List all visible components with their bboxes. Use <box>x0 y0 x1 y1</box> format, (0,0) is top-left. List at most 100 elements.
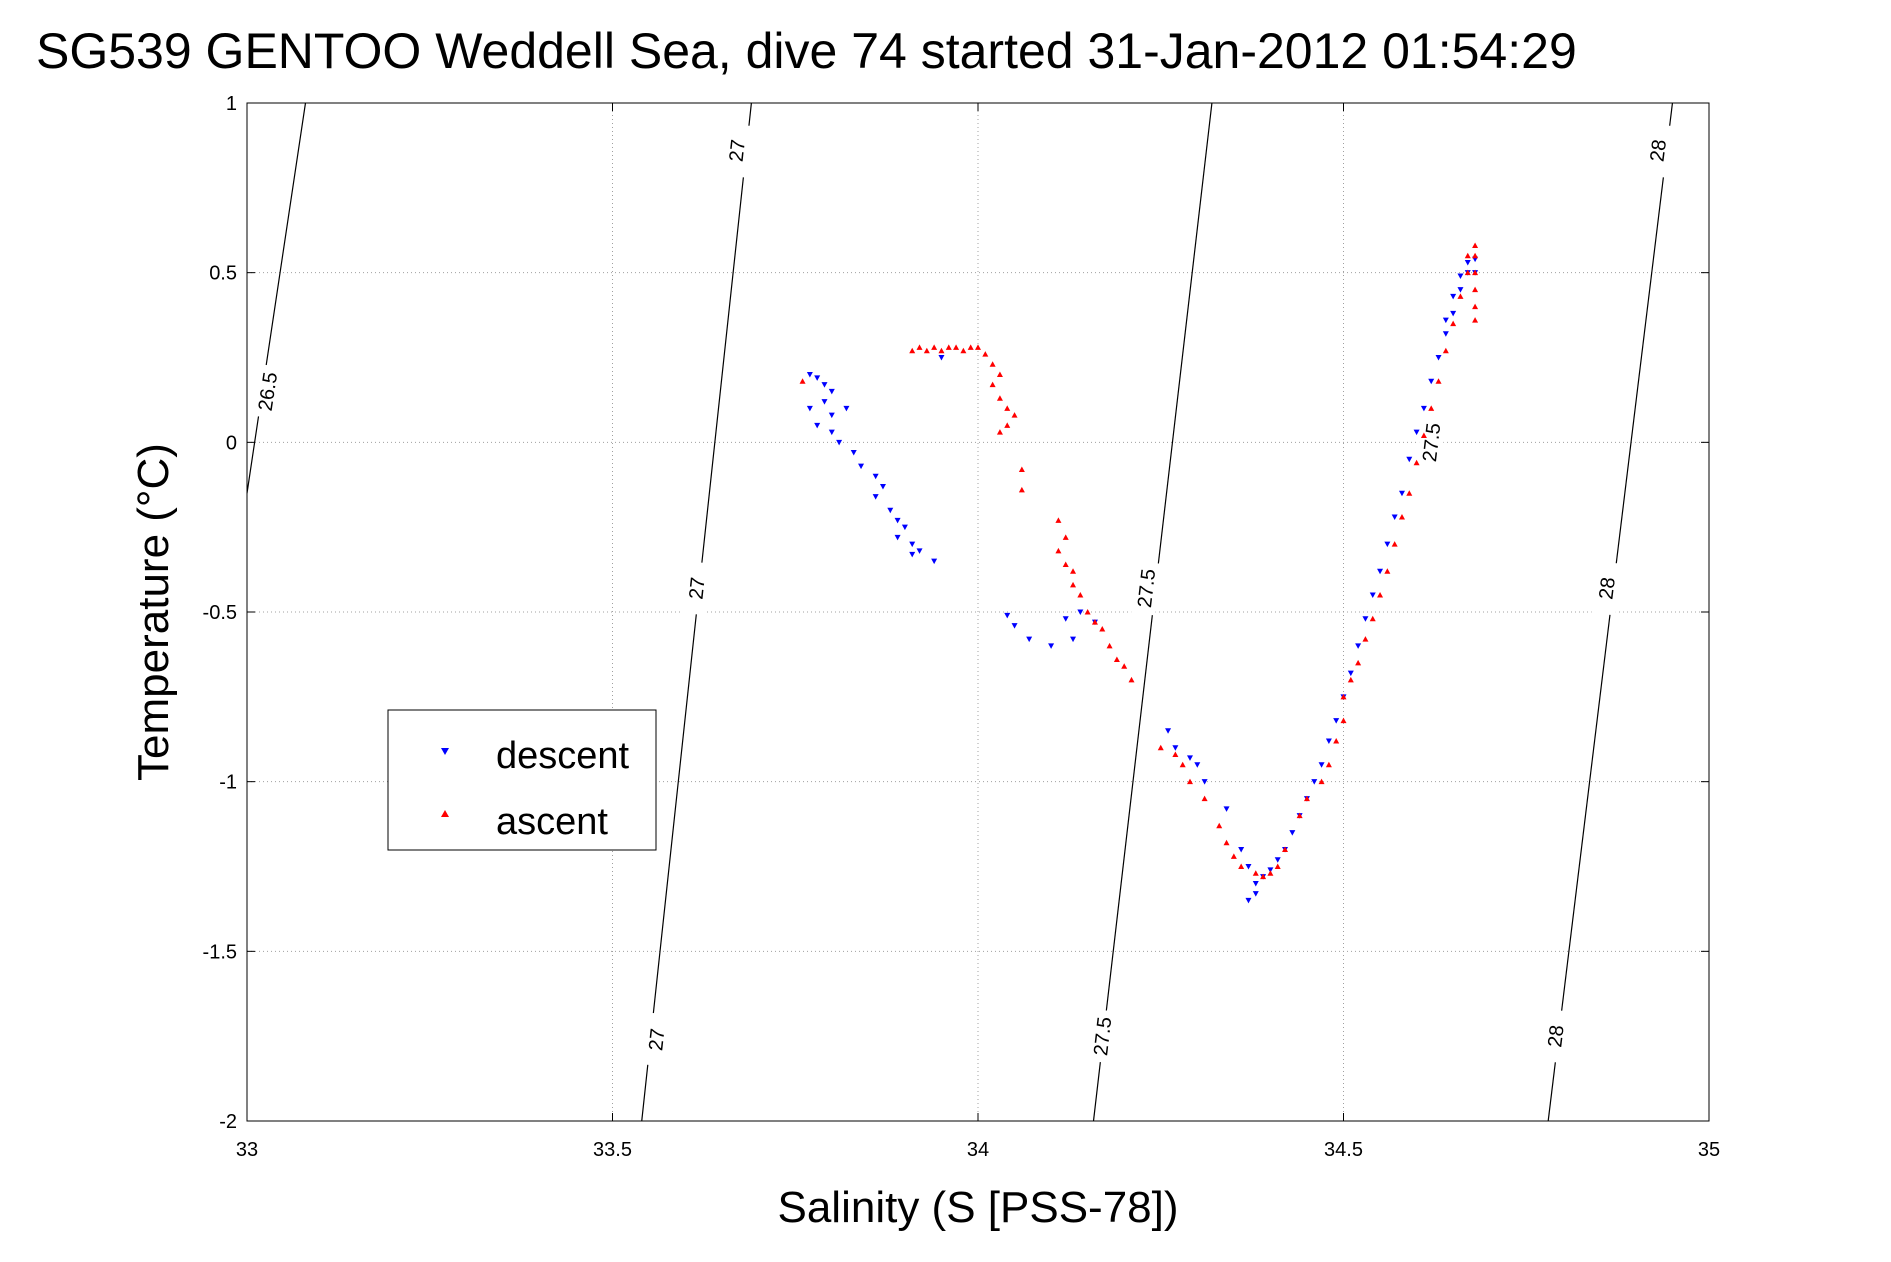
data-point-descent <box>1252 891 1259 897</box>
data-point-ascent <box>1377 592 1384 598</box>
data-point-descent <box>894 517 901 524</box>
data-point-descent <box>1391 514 1398 520</box>
data-point-ascent <box>989 361 996 367</box>
x-axis-label: Salinity (S [PSS-78]) <box>777 1183 1178 1232</box>
data-point-descent <box>1186 755 1193 761</box>
data-point-descent <box>1442 317 1449 324</box>
data-point-ascent <box>1450 320 1457 327</box>
contour-label-27: 27 <box>645 1027 669 1051</box>
data-point-descent <box>1004 612 1011 619</box>
data-point-descent <box>1420 405 1427 412</box>
y-tick-label: -1.5 <box>203 941 237 963</box>
axis-ticks: 33 33.5 34 34.5 35 1 0.5 0 -0.5 -1 -1.5 -2 <box>203 93 1721 1161</box>
data-point-descent <box>1355 643 1362 649</box>
data-point-descent <box>821 382 828 388</box>
data-point-descent <box>909 551 916 558</box>
data-point-ascent <box>1442 347 1449 354</box>
data-point-ascent <box>996 371 1003 377</box>
data-point-ascent <box>799 378 806 384</box>
data-point-descent <box>858 463 865 470</box>
data-point-descent <box>850 450 857 456</box>
data-point-descent <box>814 375 821 381</box>
data-point-ascent <box>1238 863 1245 869</box>
contour-label-27: 27 <box>726 138 750 162</box>
y-axis-label: Temperature (°C) <box>129 443 178 781</box>
data-point-descent <box>1398 490 1405 497</box>
data-point-descent <box>916 548 923 554</box>
data-point-descent <box>1062 616 1069 622</box>
data-point-descent <box>836 439 843 446</box>
data-point-ascent <box>1282 846 1289 853</box>
data-point-ascent <box>945 344 952 350</box>
data-point-descent <box>879 483 886 490</box>
data-point-ascent <box>996 429 1003 435</box>
data-point-ascent <box>1340 717 1347 724</box>
contour-label-gap <box>1642 123 1673 178</box>
chart-title: SG539 GENTOO Weddell Sea, dive 74 starte… <box>36 23 1577 79</box>
data-point-ascent <box>1055 517 1062 523</box>
contour-label-gap <box>1131 561 1162 616</box>
data-point-descent <box>1347 670 1354 677</box>
data-point-ascent <box>953 344 960 350</box>
data-point-ascent <box>1128 676 1135 683</box>
data-point-descent <box>894 534 901 541</box>
grid-lines <box>247 103 1709 1121</box>
data-point-ascent <box>1179 761 1186 768</box>
data-point-ascent <box>1333 737 1340 744</box>
data-point-ascent <box>1070 581 1077 588</box>
data-point-ascent <box>1267 870 1274 876</box>
density-contour-26.5 <box>246 102 307 494</box>
contour-label-gap <box>1540 1008 1571 1064</box>
data-point-ascent <box>996 395 1003 401</box>
data-point-ascent <box>1472 242 1479 249</box>
data-point-ascent <box>989 381 996 388</box>
data-point-descent <box>1070 636 1077 643</box>
data-point-ascent <box>1121 663 1128 669</box>
data-point-ascent <box>1011 412 1018 418</box>
data-point-descent <box>1450 310 1457 317</box>
contour-label-gap <box>1416 415 1447 470</box>
data-point-descent <box>1406 456 1413 463</box>
data-point-ascent <box>1435 378 1442 384</box>
data-point-descent <box>1172 745 1179 751</box>
data-point-descent <box>1238 847 1245 853</box>
x-tick-label: 34 <box>967 1139 989 1161</box>
data-point-ascent <box>1018 486 1025 493</box>
data-point-ascent <box>1303 795 1310 802</box>
data-point-ascent <box>1186 778 1193 785</box>
legend-label-ascent: ascent <box>496 801 608 843</box>
data-point-ascent <box>1472 317 1479 323</box>
data-series <box>799 242 1479 904</box>
data-point-descent <box>1384 541 1391 548</box>
contour-label-gap <box>681 561 712 616</box>
data-point-descent <box>909 541 916 548</box>
data-point-descent <box>828 429 835 436</box>
data-point-ascent <box>1398 513 1405 520</box>
contour-label-27.5: 27.5 <box>1419 422 1445 463</box>
data-point-descent <box>931 558 938 565</box>
data-point-ascent <box>1260 873 1267 880</box>
data-point-ascent <box>1318 778 1325 785</box>
data-point-ascent <box>1172 751 1179 758</box>
data-point-descent <box>828 388 835 395</box>
data-point-ascent <box>967 344 974 350</box>
data-point-ascent <box>1428 405 1435 411</box>
data-point-ascent <box>1362 636 1369 642</box>
data-point-descent <box>1450 293 1457 300</box>
data-point-descent <box>1201 779 1208 785</box>
data-point-descent <box>828 412 835 419</box>
data-point-ascent <box>1347 676 1354 683</box>
data-point-descent <box>938 355 945 361</box>
data-point-ascent <box>1106 642 1113 649</box>
contour-label-28: 28 <box>1647 138 1672 163</box>
data-point-ascent <box>1004 422 1011 428</box>
data-point-ascent <box>1472 286 1479 293</box>
data-point-descent <box>1267 867 1274 873</box>
data-point-ascent <box>1099 625 1106 632</box>
data-point-descent <box>901 524 908 531</box>
data-point-ascent <box>1201 795 1208 802</box>
data-point-ascent <box>1230 853 1237 859</box>
